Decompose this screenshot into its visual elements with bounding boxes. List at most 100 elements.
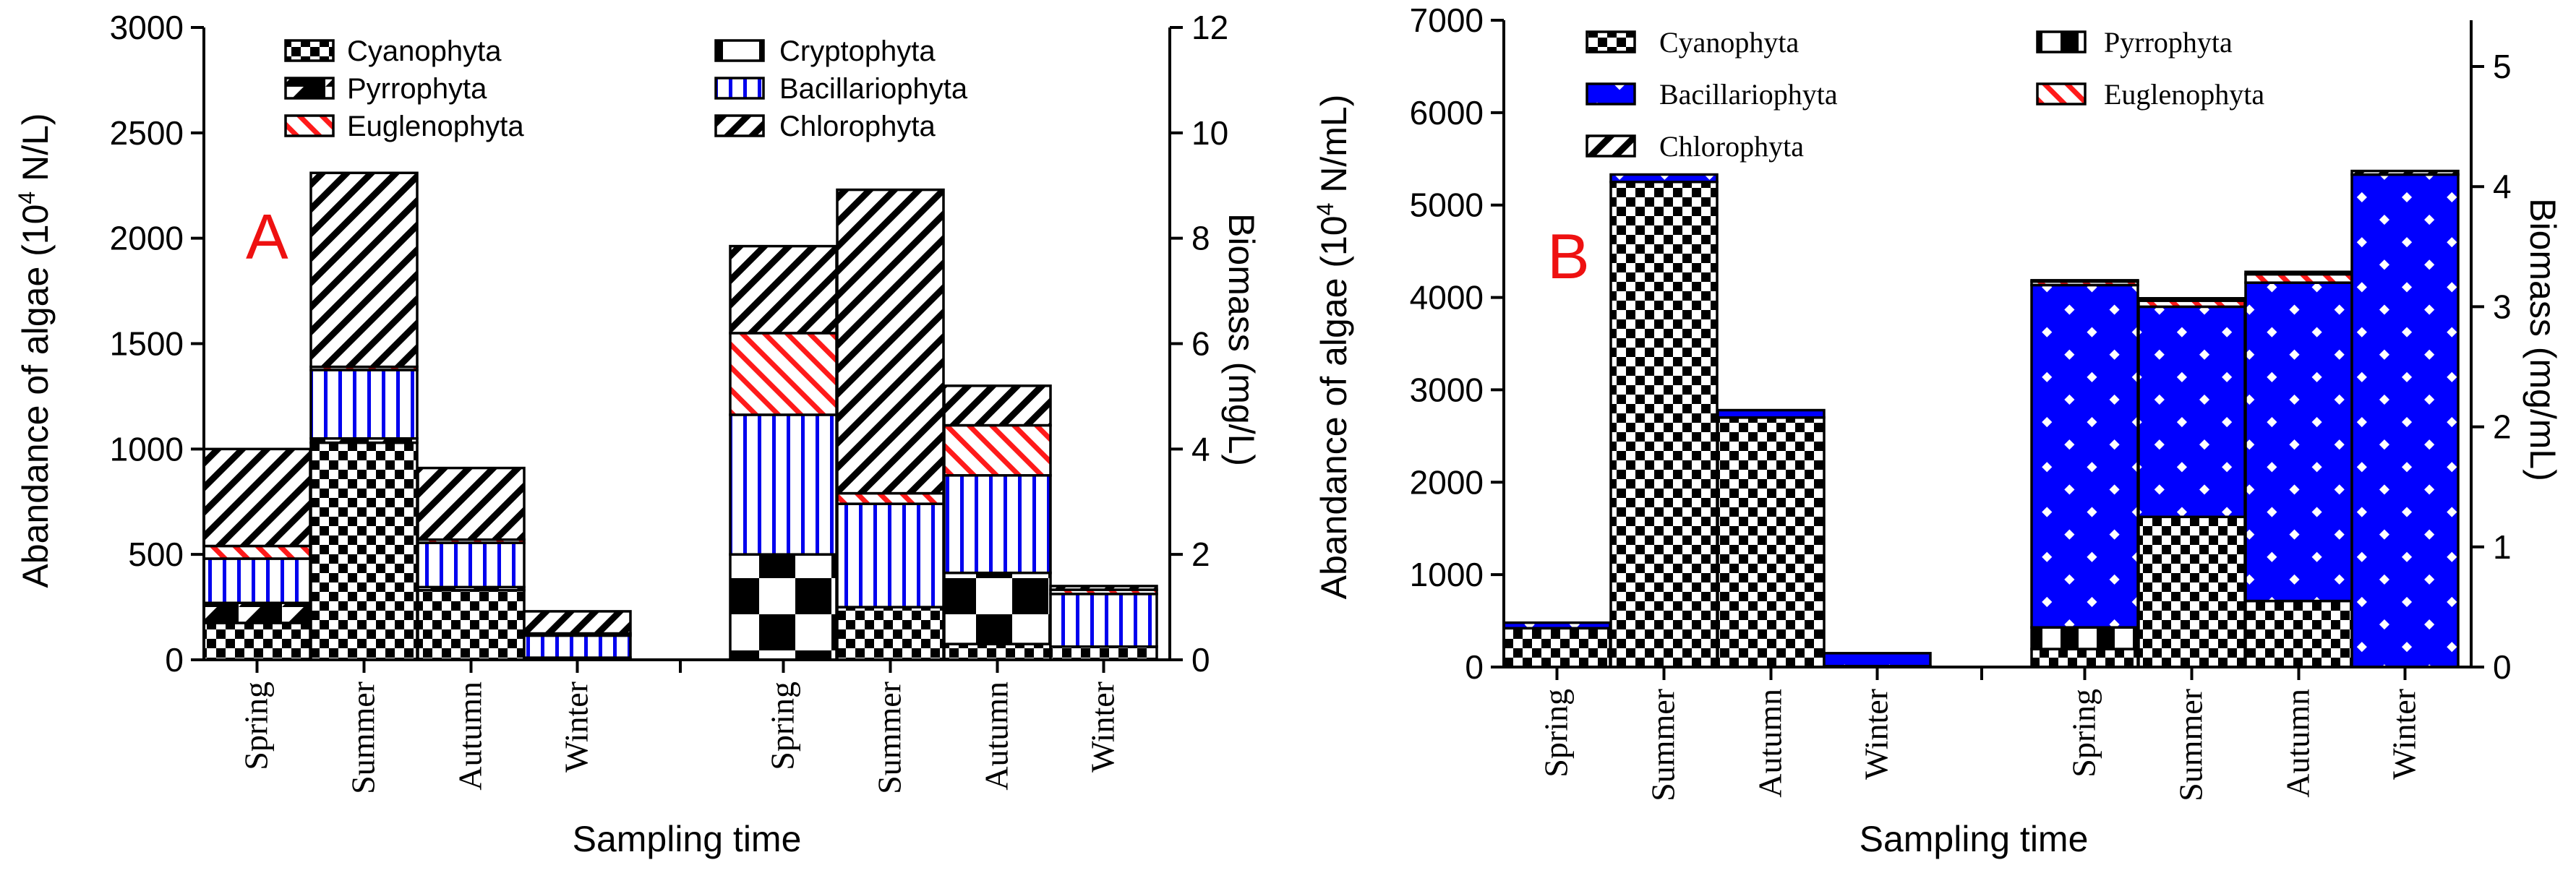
panel-b: Cyanophyta Pyrrophyta Bacillariophyta Eugle… [1312,1,2563,859]
x-tick-label: Spring [238,681,275,770]
panel-a-bars [202,171,1158,661]
y-right-tick-label: 8 [1191,220,1210,257]
y-right-tick-label: 0 [1191,641,1210,679]
y-right-tick-label: 3 [2493,288,2512,325]
y-right-tick-label: 12 [1191,9,1228,46]
x-tick-label: Spring [2066,689,2102,778]
y-right-tick-label: 0 [2493,648,2512,686]
panel-b-ylabel-right: Biomass (mg/mL) [2522,198,2563,481]
panel-a-xlabel: Sampling time [573,819,802,859]
y-right-tick-label: 1 [2493,528,2512,566]
bar-biomass-autumn-chlorophyta [943,384,1052,427]
legend-swatch-euglenophyta [2036,82,2087,106]
legend-label-cyanophyta: Cyanophyta [1659,26,1800,59]
bar-biomass-autumn-euglenophyta [943,423,1052,477]
bar-biomass-spring-cyanophyta [2030,648,2139,668]
x-tick-label: Summer [871,681,908,794]
legend-label-euglenophyta: Euglenophyta [2104,78,2264,111]
bar-biomass-spring-euglenophyta [729,332,838,416]
bar-abundance-spring-bacillariophyta [1502,621,1612,630]
panel-b-label: B [1547,220,1590,292]
legend-label-cryptophyta: Cryptophyta [779,35,936,67]
bar-biomass-spring-pyrrophyta [2030,626,2139,650]
x-tick-label: Winter [1084,681,1121,773]
y-left-tick-label: 2000 [1410,463,1484,501]
legend-swatch-chlorophyta [1586,134,1636,158]
panel-a-ylabel-left: Abandance of algae (104 N/L) [14,113,56,588]
bar-abundance-autumn-cyanophyta [416,589,526,661]
x-tick-label: Winter [558,681,595,773]
panel-a-ylabel-right: Biomass (mg/L) [1221,213,1262,466]
x-tick-label: Winter [2386,689,2423,780]
legend-label-bacillariophyta: Bacillariophyta [779,73,968,105]
bar-biomass-summer-cyanophyta [2137,515,2246,668]
bar-biomass-autumn-cyanophyta [943,642,1052,661]
y-left-tick-label: 1000 [110,430,184,468]
bar-abundance-winter-chlorophyta [523,610,632,635]
bar-abundance-spring-pyrrophyta [202,601,312,624]
bar-abundance-summer-cyanophyta [309,441,419,661]
panel-a-axes: 0 500 1000 1500 2000 2500 3000 0 2 4 6 8 10 12 Spring S… [110,9,1229,794]
panel-a-label: A [246,201,288,272]
bar-biomass-winter-bacillariophyta [1049,593,1158,648]
bar-biomass-winter-chlorophyta [1049,585,1158,591]
y-left-tick-label: 2500 [110,114,184,152]
y-left-tick-label: 1000 [1410,556,1484,593]
y-right-tick-label: 4 [2493,168,2512,205]
bar-abundance-winter-bacillariophyta [1823,652,1932,668]
bar-biomass-summer-chlorophyta [836,188,945,495]
y-left-tick-label: 0 [1465,648,1484,686]
bar-biomass-spring-chlorophyta [2030,279,2139,283]
panel-b-axes: 0 1000 2000 3000 4000 5000 6000 7000 0 1 2 3 4 5 Sprin… [1410,1,2512,801]
bar-abundance-autumn-bacillariophyta [416,541,526,589]
bar-abundance-spring-chlorophyta [202,447,312,548]
x-tick-label: Autumn [2280,689,2316,798]
legend-swatch-cyanophyta [1586,30,1636,53]
bar-abundance-summer-bacillariophyta [309,369,419,440]
bar-abundance-autumn-chlorophyta [416,466,526,541]
legend-swatch-chlorophyta [714,114,765,137]
x-tick-label: Spring [764,681,801,770]
bar-biomass-winter-bacillariophyta [2350,173,2460,668]
bar-biomass-summer-bacillariophyta [836,502,945,608]
bar-biomass-winter-cyanophyta [1049,645,1158,661]
x-tick-label: Summer [2173,689,2209,801]
bar-biomass-autumn-bacillariophyta [2244,281,2353,603]
y-right-tick-label: 10 [1191,114,1228,152]
y-right-tick-label: 2 [1191,536,1210,573]
y-left-tick-label: 2000 [110,220,184,257]
bar-abundance-spring-cyanophyta [202,622,312,661]
bar-biomass-autumn-cyanophyta [2244,599,2353,668]
y-left-tick-label: 3000 [110,9,184,46]
bar-abundance-winter-bacillariophyta [523,634,632,659]
legend-label-pyrrophyta: Pyrrophyta [2104,26,2233,59]
bar-biomass-summer-bacillariophyta [2137,305,2246,518]
bar-abundance-spring-bacillariophyta [202,557,312,604]
bar-biomass-spring-bacillariophyta [729,413,838,556]
x-tick-label: Autumn [452,681,489,791]
panel-b-xlabel: Sampling time [1860,819,2089,859]
bar-biomass-summer-cyanophyta [836,606,945,661]
bar-abundance-autumn-bacillariophyta [1716,408,1826,419]
y-left-tick-label: 5000 [1410,186,1484,224]
y-left-tick-label: 3000 [1410,371,1484,408]
legend-label-euglenophyta: Euglenophyta [347,111,524,142]
bar-biomass-autumn-cryptophyta [943,571,1052,645]
bar-biomass-spring-chlorophyta [729,244,838,335]
legend-swatch-cyanophyta [284,39,335,62]
panel-a-legend: Cyanophyta Cryptophyta Pyrrophyta Bacillari… [284,35,968,142]
y-left-tick-label: 6000 [1410,94,1484,132]
bar-biomass-autumn-bacillariophyta [943,474,1052,575]
y-left-tick-label: 1500 [110,325,184,363]
x-tick-label: Summer [345,681,382,794]
legend-swatch-bacillariophyta [1586,82,1636,106]
x-tick-label: Autumn [1752,689,1789,798]
y-left-tick-label: 4000 [1410,279,1484,317]
y-left-tick-label: 500 [128,536,184,573]
legend-label-cyanophyta: Cyanophyta [347,35,502,67]
panel-b-bars [1502,169,2460,668]
x-tick-label: Autumn [978,681,1015,791]
bar-biomass-spring-cryptophyta [729,553,838,661]
bar-abundance-autumn-cyanophyta [1716,416,1826,668]
